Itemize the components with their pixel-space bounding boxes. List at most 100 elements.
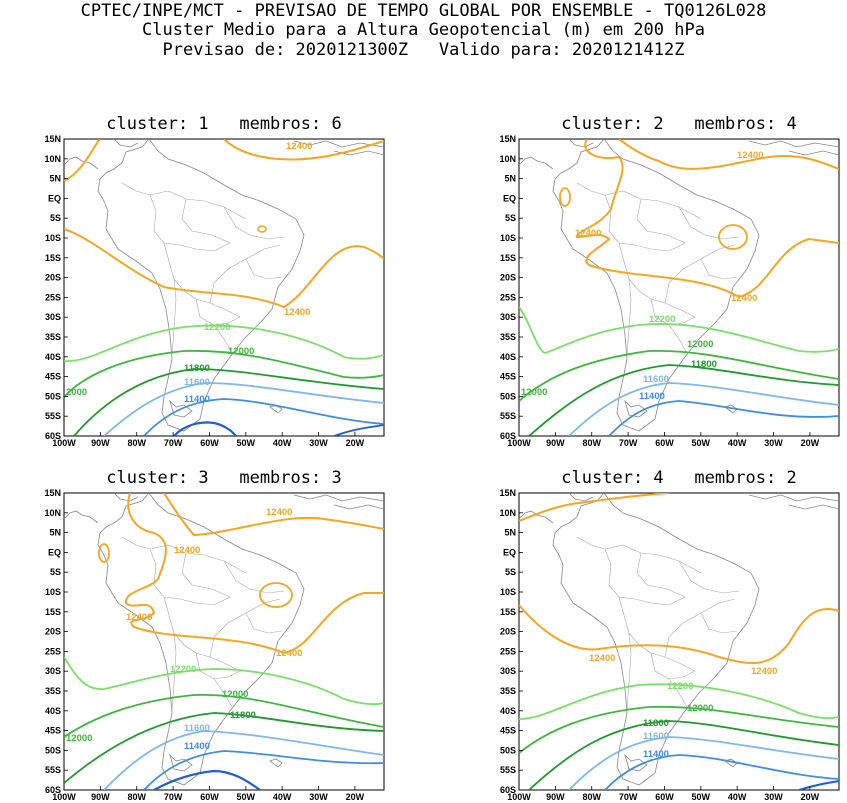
panel-1-label-12400-b: 12400 bbox=[284, 307, 310, 318]
panel-1-lon-tick-label: 50W bbox=[237, 438, 256, 448]
panel-3-label-12200: 12200 bbox=[170, 664, 196, 675]
panel-4-lon-tick-label: 70W bbox=[619, 792, 638, 802]
panel-4-lon-tick-label: 100W bbox=[507, 792, 531, 802]
panel-1-label-12400-a: 12400 bbox=[286, 141, 312, 152]
panel-3-contour-12400-north bbox=[125, 493, 384, 655]
panel-3-lon-tick-label: 40W bbox=[273, 792, 292, 802]
panel-3-frame bbox=[63, 492, 385, 791]
panel-4-contour-12200 bbox=[519, 683, 839, 720]
panel-1-contour-11200-east bbox=[333, 424, 384, 436]
panel-4-label-12400-b: 12400 bbox=[751, 666, 777, 677]
axis-labels: 15N 10N 5N EQ 5S 10S 15S 20S 25S 30S 35S 40S 45S 50S 5… bbox=[44, 134, 819, 802]
panel-3-label-12400-d: 12400 bbox=[276, 648, 302, 659]
panel-4-lat-tick-label: 10S bbox=[500, 587, 516, 597]
panel-4-label-11400: 11400 bbox=[643, 749, 669, 760]
panel-2-lat-tick-label: 15S bbox=[500, 253, 516, 263]
panel-1-lon-tick-label: 30W bbox=[309, 438, 328, 448]
panel-3-lat-tick-label: 25S bbox=[45, 646, 61, 656]
panel-1-label-11400: 11400 bbox=[184, 394, 210, 405]
panel-2-contour-11400 bbox=[608, 400, 839, 436]
panel-3-contour-11400 bbox=[143, 750, 384, 790]
panel-4-contour-12400-south bbox=[519, 604, 839, 665]
panel-4-lat-tick-label: 10N bbox=[499, 508, 516, 518]
panel-3-lat-tick-label: 60S bbox=[45, 785, 61, 795]
panel-1-lon-tick-label: 70W bbox=[164, 438, 183, 448]
header-line-2: Cluster Medio para a Altura Geopotencial… bbox=[142, 20, 705, 40]
panel-4-label-12400-a: 12400 bbox=[589, 653, 615, 664]
panel-3-lat-tick-label: 10N bbox=[44, 508, 61, 518]
panel-3-lat-tick-label: 5N bbox=[49, 528, 61, 538]
panel-1-label-12200: 12200 bbox=[204, 322, 230, 333]
panel-3-contour-12200 bbox=[64, 656, 384, 706]
panel-4-lat-tick-label: 60S bbox=[500, 785, 516, 795]
panel-2-contour-11600 bbox=[568, 382, 839, 436]
panel-1-contour-12400-north bbox=[64, 139, 384, 182]
panel-3-label-11800: 11800 bbox=[230, 710, 256, 721]
panel-3-lat-tick-label: 50S bbox=[45, 745, 61, 755]
panel-3-contour-12400-small-loop bbox=[98, 543, 110, 563]
panel-1-lat-tick-label: 40S bbox=[45, 352, 61, 362]
panel-4-lat-tick-label: 15N bbox=[499, 488, 516, 498]
panel-1-lon-tick-label: 20W bbox=[346, 438, 365, 448]
panel-2-label-12400-a: 12400 bbox=[737, 150, 763, 161]
panel-3-lat-tick-label: 15S bbox=[45, 607, 61, 617]
panel-1-contour-12200 bbox=[64, 324, 384, 362]
panel-2-lat-tick-label: EQ bbox=[503, 193, 516, 203]
panel-2-lat-tick-label: 5S bbox=[505, 213, 516, 223]
panel-2-lon-tick-label: 30W bbox=[764, 438, 783, 448]
panel-3-lat-tick-label: 20S bbox=[45, 627, 61, 637]
panel-2-lat-tick-label: 45S bbox=[500, 372, 516, 382]
panel-1-contour-11800 bbox=[73, 368, 384, 436]
panel-1-lon-tick-label: 100W bbox=[52, 438, 76, 448]
panel-2-lon-tick-label: 40W bbox=[728, 438, 747, 448]
panel-2-label-11600: 11600 bbox=[643, 374, 669, 385]
panel-2-lon-tick-label: 50W bbox=[692, 438, 711, 448]
panel-3-lat-tick-label: 35S bbox=[45, 686, 61, 696]
panel-3: 12400 12400 12400 12400 12200 12000 1200… bbox=[63, 492, 385, 791]
panel-4-contour-12000 bbox=[519, 705, 839, 754]
panel-2-contour-12400-small-loop bbox=[559, 187, 571, 207]
panel-4-lon-tick-label: 30W bbox=[764, 792, 783, 802]
panel-1-label-11800: 11800 bbox=[184, 363, 210, 374]
panel-4-lat-tick-label: 25S bbox=[500, 646, 516, 656]
panel-3-lat-tick-label: 55S bbox=[45, 765, 61, 775]
panel-1-lat-tick-label: 60S bbox=[45, 431, 61, 441]
panel-1-lat-tick-label: 5S bbox=[50, 213, 61, 223]
panel-4-lon-tick-label: 50W bbox=[692, 792, 711, 802]
panel-3-contour-11200 bbox=[153, 769, 261, 790]
panel-3-lat-tick-label: 5S bbox=[50, 567, 61, 577]
panel-4-lat-tick-label: 35S bbox=[500, 686, 516, 696]
panel-4-lat-tick-label: 20S bbox=[500, 627, 516, 637]
panel-4-label-12200: 12200 bbox=[667, 681, 693, 692]
panel-1-lat-tick-label: 15S bbox=[45, 253, 61, 263]
panel-2-contour-12400-top bbox=[618, 139, 839, 170]
panel-1-contour-12400-closed bbox=[257, 225, 267, 233]
panel-4-lat-tick-label: 30S bbox=[500, 666, 516, 676]
panel-3-lon-tick-label: 20W bbox=[346, 792, 365, 802]
panel-3-lon-tick-label: 90W bbox=[91, 792, 110, 802]
panel-4-contour-12400-north bbox=[519, 493, 670, 522]
header-line-3: Previsao de: 2020121300Z Valido para: 20… bbox=[162, 40, 685, 60]
panel-4-lat-tick-label: 5S bbox=[505, 567, 516, 577]
panel-4-lat-tick-label: 50S bbox=[500, 745, 516, 755]
panel-1-lat-tick-label: 50S bbox=[45, 391, 61, 401]
panel-1-label-11600: 11600 bbox=[184, 377, 210, 388]
panel-1-lat-tick-label: EQ bbox=[48, 193, 61, 203]
panel-4-label-11600: 11600 bbox=[643, 731, 669, 742]
panel-2-label-11400: 11400 bbox=[639, 391, 665, 402]
panel-2-lat-tick-label: 50S bbox=[500, 391, 516, 401]
panel-4-lon-tick-label: 60W bbox=[655, 792, 674, 802]
panel-2-lat-tick-label: 25S bbox=[500, 292, 516, 302]
panel-3-label-12400-a: 12400 bbox=[266, 507, 292, 518]
panel-4: 12400 12400 12200 12000 11800 11600 1140… bbox=[518, 492, 840, 791]
panel-3-label-12000-a: 12000 bbox=[222, 689, 248, 700]
panel-4-lon-tick-label: 90W bbox=[546, 792, 565, 802]
panel-1-lat-tick-label: 10N bbox=[44, 154, 61, 164]
panel-4-lat-tick-label: EQ bbox=[503, 547, 516, 557]
panel-2-lat-tick-label: 5N bbox=[504, 174, 516, 184]
panel-4-lon-tick-label: 80W bbox=[582, 792, 601, 802]
panel-1-lon-tick-label: 80W bbox=[127, 438, 146, 448]
panel-1-lat-tick-label: 55S bbox=[45, 411, 61, 421]
panel-1-lat-tick-label: 25S bbox=[45, 292, 61, 302]
panel-2-label-12200: 12200 bbox=[649, 314, 675, 325]
